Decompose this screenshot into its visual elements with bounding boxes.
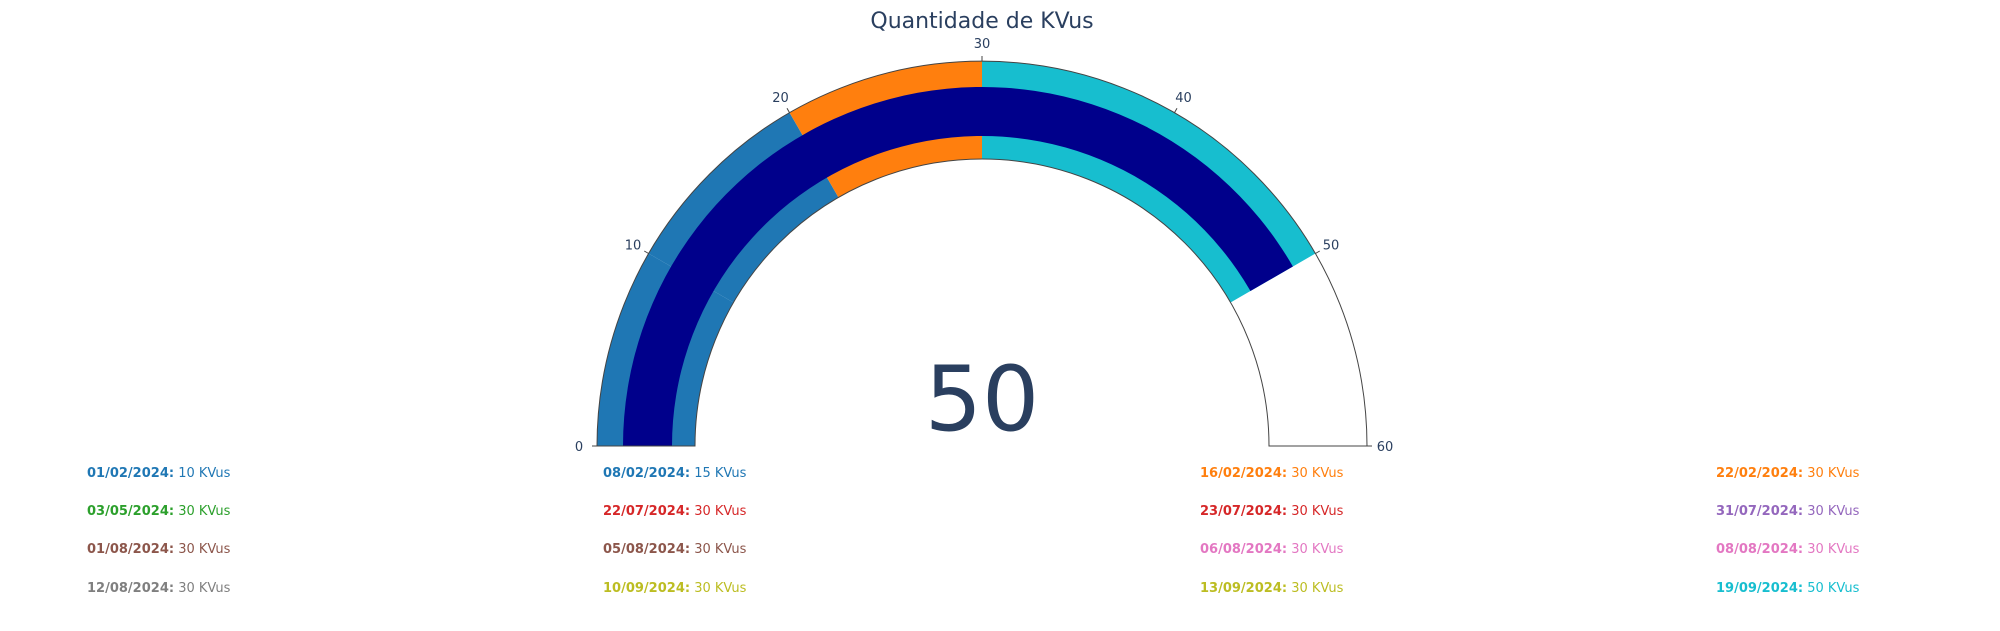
gauge-tick-label-2: 20 — [772, 91, 789, 106]
gauge-tick-label-3: 30 — [974, 37, 991, 52]
gauge-tick-2 — [786, 108, 790, 113]
gauge-outline — [596, 60, 1368, 447]
gauge-tick-label-6: 60 — [1377, 440, 1394, 455]
gauge-value-bar — [623, 87, 1293, 447]
gauge-tick-label-1: 10 — [625, 239, 642, 254]
chart-title: Quantidade de KVus — [870, 9, 1093, 34]
gauge-tick-1 — [644, 250, 649, 254]
gauge-tick-5 — [1315, 250, 1320, 254]
gauge-tick-label-5: 50 — [1323, 239, 1340, 254]
gauge-tick-label-0: 0 — [575, 440, 583, 455]
gauge-tick-label-4: 40 — [1175, 91, 1192, 106]
gauge-value: 50 — [925, 347, 1040, 452]
gauge-tick-4 — [1174, 108, 1178, 113]
